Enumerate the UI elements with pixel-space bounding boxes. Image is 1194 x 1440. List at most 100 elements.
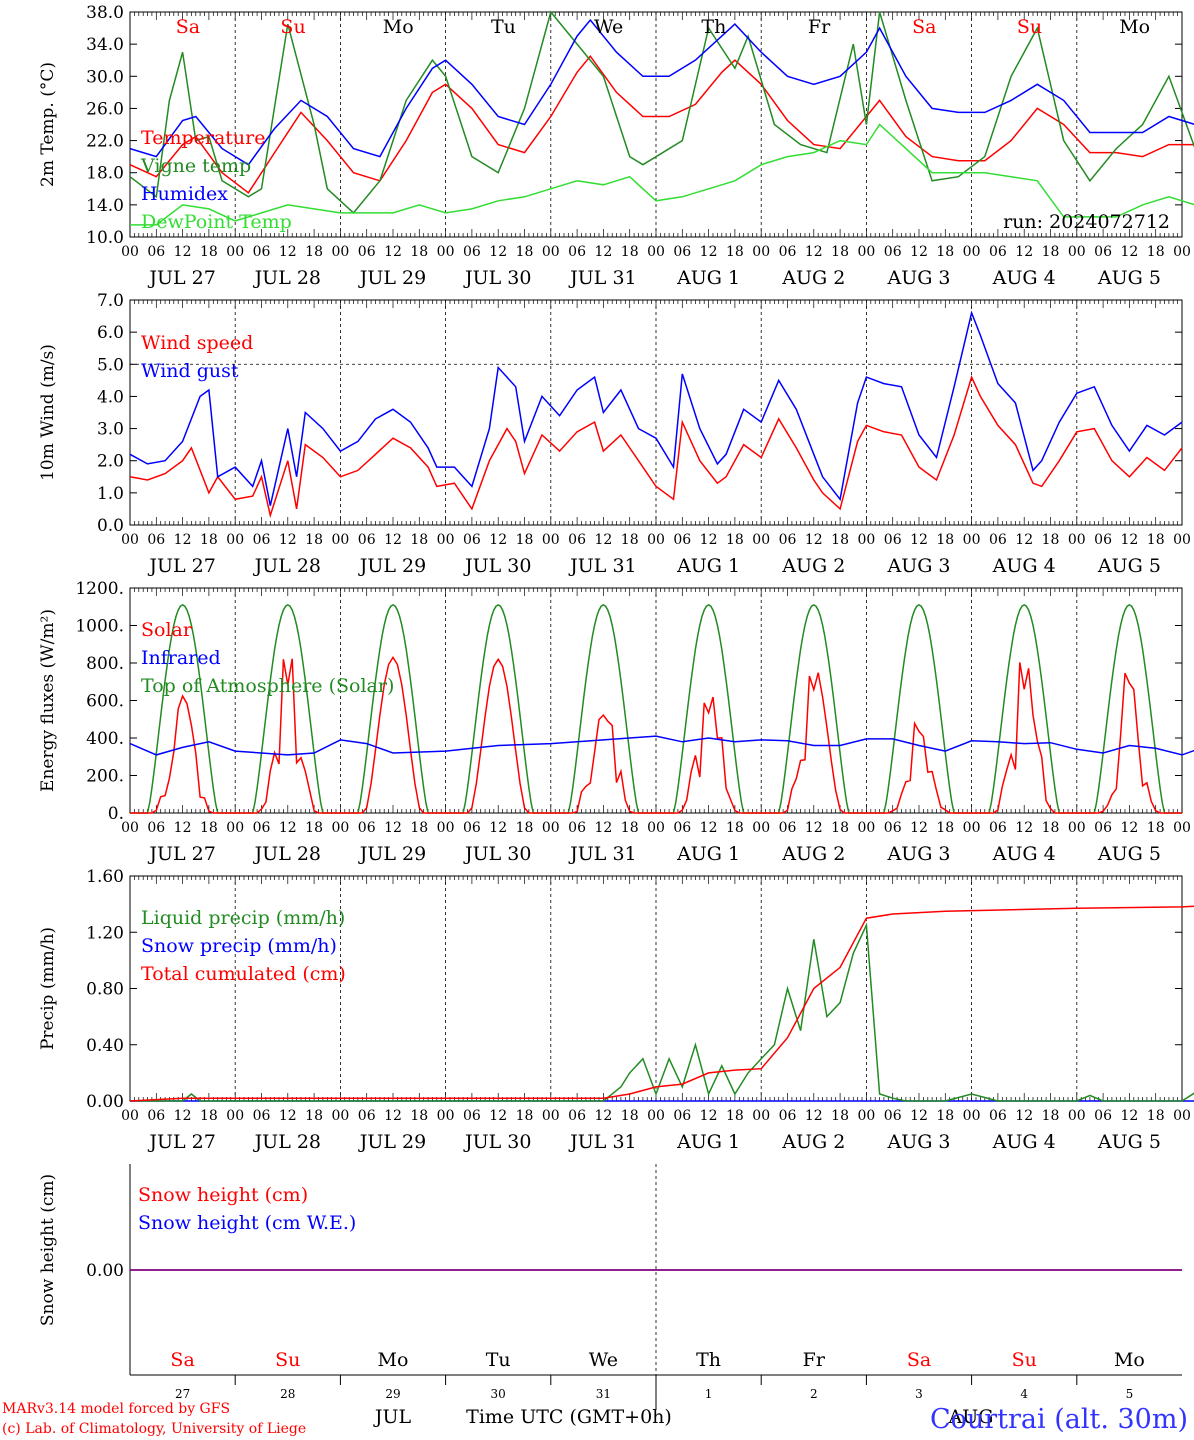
- y-tick-label: 0.80: [86, 980, 124, 1000]
- hour-tick-label: 00: [226, 1108, 244, 1124]
- y-axis-label: 10m Wind (m/s): [38, 344, 58, 481]
- hour-tick-label: 00: [752, 244, 770, 260]
- hour-tick-label: 06: [358, 244, 376, 260]
- hour-tick-label: 12: [1120, 532, 1138, 548]
- series-line-2: [129, 10, 1194, 214]
- hour-tick-label: 12: [700, 1108, 718, 1124]
- weekday-label: Sa: [907, 1349, 931, 1371]
- hour-tick-label: 06: [358, 1108, 376, 1124]
- hour-tick-label: 00: [647, 244, 665, 260]
- date-label: AUG 4: [992, 1131, 1056, 1153]
- hour-tick-label: 12: [489, 244, 507, 260]
- hour-tick-label: 12: [174, 820, 192, 836]
- date-label: JUL 30: [463, 1131, 531, 1153]
- hour-tick-label: 18: [305, 820, 323, 836]
- hour-tick-label: 06: [253, 244, 271, 260]
- date-label: AUG 2: [781, 1131, 845, 1153]
- panel-frame: [129, 587, 1183, 814]
- weekday-label: Sa: [170, 1349, 194, 1371]
- hour-tick-label: 18: [410, 244, 428, 260]
- hour-tick-label: 06: [568, 244, 586, 260]
- date-label: AUG 1: [676, 843, 740, 865]
- weekday-label: Su: [280, 16, 305, 38]
- hour-tick-label: 06: [147, 1108, 165, 1124]
- hour-tick-label: 12: [805, 532, 823, 548]
- hour-tick-label: 06: [779, 532, 797, 548]
- legend-entry: Humidex: [141, 183, 228, 205]
- hour-tick-label: 12: [384, 820, 402, 836]
- hour-tick-label: 12: [594, 532, 612, 548]
- legend-entry: Total cumulated (cm): [141, 963, 346, 985]
- y-tick-label: 22.0: [86, 132, 124, 152]
- y-tick-label: 0.00: [86, 1092, 124, 1112]
- hour-tick-label: 18: [936, 244, 954, 260]
- legend-entry: Solar: [141, 619, 193, 641]
- hour-tick-label: 06: [147, 244, 165, 260]
- legend-entry: Top of Atmosphere (Solar): [141, 675, 394, 697]
- hour-tick-label: 06: [147, 532, 165, 548]
- legend-entry: Snow precip (mm/h): [141, 935, 337, 957]
- hour-tick-label: 12: [805, 1108, 823, 1124]
- hour-tick-label: 18: [936, 820, 954, 836]
- y-tick-label: 800.: [86, 654, 124, 674]
- date-label: JUL 28: [253, 267, 321, 289]
- date-label: JUL 30: [463, 555, 531, 577]
- date-label: AUG 2: [781, 843, 845, 865]
- hour-tick-label: 12: [384, 532, 402, 548]
- hour-tick-label: 18: [936, 532, 954, 548]
- time-ticks: [129, 588, 1183, 813]
- date-label: AUG 4: [992, 555, 1056, 577]
- hour-tick-label: 12: [279, 1108, 297, 1124]
- hour-tick-label: 00: [331, 820, 349, 836]
- hour-tick-label: 18: [726, 1108, 744, 1124]
- panel-1: 10.0 14.0 18.0 22.0 26.0 30.0 34.0 38.0 2m Temp.…: [38, 3, 1194, 289]
- weekday-label: Th: [696, 1349, 721, 1371]
- hour-tick-label: 18: [410, 820, 428, 836]
- hour-tick-label: 18: [200, 820, 218, 836]
- hour-tick-label: 00: [331, 244, 349, 260]
- y-tick-label: 1.20: [86, 923, 124, 943]
- hour-tick-label: 06: [884, 820, 902, 836]
- hour-tick-label: 18: [410, 1108, 428, 1124]
- hour-tick-label: 12: [174, 244, 192, 260]
- hour-tick-label: 00: [963, 532, 981, 548]
- hour-tick-label: 12: [384, 244, 402, 260]
- hour-tick-label: 12: [174, 1108, 192, 1124]
- hour-tick-label: 06: [989, 244, 1007, 260]
- hour-tick-label: 06: [673, 1108, 691, 1124]
- month-label: AUG: [948, 1406, 994, 1428]
- panel-frame: [129, 299, 1183, 526]
- hour-tick-label: 12: [174, 532, 192, 548]
- hour-tick-label: 00: [752, 1108, 770, 1124]
- hour-tick-label: 06: [673, 244, 691, 260]
- date-label: JUL 30: [463, 843, 531, 865]
- hour-tick-label: 06: [1094, 820, 1112, 836]
- y-tick-label: 1200.: [75, 579, 124, 599]
- y-tick-label: 0.00: [86, 1261, 124, 1281]
- hour-tick-label: 06: [673, 532, 691, 548]
- hour-tick-label: 00: [857, 1108, 875, 1124]
- y-tick-label: 2.0: [97, 452, 124, 472]
- y-tick-label: 14.0: [86, 196, 124, 216]
- hour-tick-label: 00: [437, 1108, 455, 1124]
- hour-tick-label: 00: [752, 532, 770, 548]
- hour-tick-label: 12: [1015, 1108, 1033, 1124]
- date-label: AUG 2: [781, 555, 845, 577]
- hour-tick-label: 06: [989, 532, 1007, 548]
- date-label: JUL 27: [147, 267, 215, 289]
- hour-tick-label: 00: [857, 244, 875, 260]
- date-label: JUL 31: [568, 555, 636, 577]
- hour-tick-label: 06: [884, 1108, 902, 1124]
- y-tick-label: 200.: [86, 767, 124, 787]
- hour-tick-label: 18: [516, 244, 534, 260]
- hour-tick-label: 00: [1068, 244, 1086, 260]
- hour-tick-label: 12: [910, 532, 928, 548]
- hour-tick-label: 00: [331, 1108, 349, 1124]
- date-label: JUL 30: [463, 267, 531, 289]
- y-tick-label: 1.60: [86, 867, 124, 887]
- hour-tick-label: 18: [621, 532, 639, 548]
- series-line-4: [130, 123, 1194, 226]
- series-line-1: [129, 374, 1183, 519]
- hour-tick-label: 00: [647, 532, 665, 548]
